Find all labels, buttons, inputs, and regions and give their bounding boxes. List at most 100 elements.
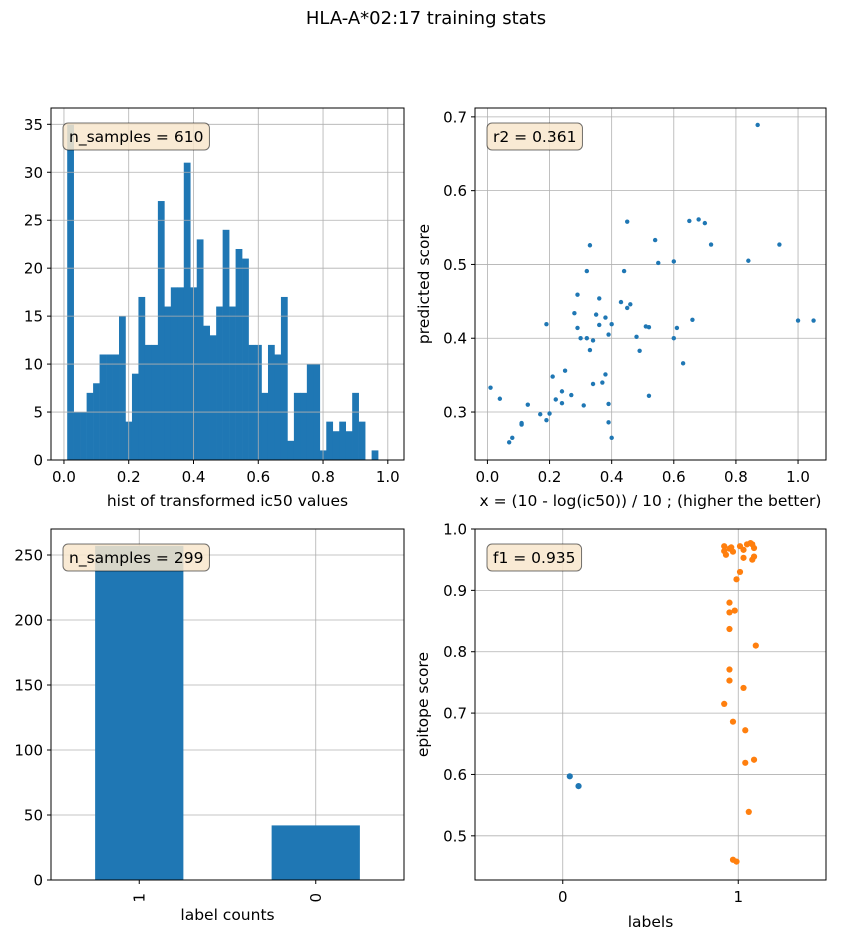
x-tick-label: 1.0 (376, 468, 400, 486)
y-tick-label: 0.6 (443, 182, 467, 200)
scatter-panel: 0.3 0.4 0.5 0.6 0.7 0.0 0.2 0.4 0.6 0.8 1.0 x = (10… (415, 107, 827, 510)
y-tick-label: 20 (24, 260, 43, 278)
scatter-point (547, 411, 552, 416)
x-tick-label: 0 (307, 893, 325, 903)
histogram-bar (203, 325, 210, 460)
strip-point (752, 642, 759, 649)
y-axis-label: epitope score (414, 652, 432, 757)
scatter-point (755, 122, 760, 128)
x-tick-label: 0.8 (311, 468, 335, 486)
histogram-bar (293, 392, 301, 460)
label-counts-panel: 0 50 100 150 200 250 1 0 label counts n_samples =… (14, 528, 405, 924)
strip-point (721, 543, 728, 550)
histogram-bar (287, 440, 295, 460)
scatter-point (603, 372, 608, 377)
histogram-bar (358, 421, 366, 460)
scatter-point (559, 400, 565, 406)
strip-point (722, 551, 730, 558)
scatter-point (603, 315, 608, 320)
scatter-point (593, 312, 599, 317)
scatter-point (795, 318, 801, 323)
histogram-bar (235, 248, 243, 460)
y-tick-label: 5 (33, 404, 43, 422)
strip-point (733, 858, 740, 865)
histogram-bar (131, 373, 139, 460)
scatter-point (538, 412, 543, 417)
scatter-point (618, 299, 624, 305)
y-tick-label: 15 (24, 308, 43, 326)
scatter-point (609, 435, 614, 441)
scatter-point (575, 292, 580, 297)
scatter-point (609, 322, 614, 327)
histogram-bar (345, 431, 353, 460)
scatter-point (634, 334, 639, 339)
strip-point (726, 666, 733, 673)
strip-point (726, 625, 733, 633)
annotation-text: n_samples = 610 (69, 128, 203, 147)
histogram-bar (229, 306, 236, 460)
y-tick-label: 150 (14, 677, 43, 695)
histogram-bar (106, 354, 113, 460)
scatter-point (646, 393, 652, 398)
y-tick-label: 0.7 (443, 108, 467, 126)
annotation-box (62, 122, 210, 151)
scatter-point (674, 325, 680, 331)
strip-point (750, 553, 758, 560)
scatter-point (587, 347, 593, 353)
scatter-point (708, 242, 714, 247)
y-tick-label: 0.5 (443, 827, 467, 845)
scatter-point (578, 336, 583, 341)
scatter-point (572, 310, 577, 316)
annotation-box (486, 122, 583, 151)
scatter-point (680, 361, 686, 366)
strip-point (733, 576, 740, 583)
y-tick-label: 10 (24, 356, 43, 374)
axes-frame (50, 528, 405, 881)
x-tick-label: 0.8 (724, 468, 748, 486)
scatter-point (671, 259, 676, 264)
scatter-point (646, 324, 652, 330)
strip-point (742, 759, 749, 766)
annotation-text: n_samples = 299 (69, 549, 203, 568)
histogram-bar (144, 344, 152, 460)
strip-point (740, 546, 747, 553)
y-tick-label: 0.6 (443, 766, 467, 784)
scatter-point (811, 318, 816, 323)
strip-point (726, 609, 733, 616)
scatter-point (544, 322, 549, 327)
histogram-bar (67, 124, 74, 460)
histogram-bar (80, 412, 87, 460)
histogram-bar (99, 354, 107, 460)
scatter-point (625, 219, 630, 224)
y-tick-label: 50 (24, 807, 43, 825)
scatter-point (544, 417, 549, 423)
y-tick-label: 0.4 (443, 330, 467, 348)
scatter-point (488, 385, 493, 390)
scatter-point (590, 381, 596, 387)
y-tick-label: 0.8 (443, 643, 467, 661)
y-tick-label: 250 (14, 547, 43, 565)
scatter-point (652, 237, 658, 243)
y-tick-label: 35 (24, 116, 43, 134)
scatter-point (519, 420, 524, 426)
axes-frame (50, 107, 405, 461)
scatter-point (597, 322, 602, 328)
axes-frame (474, 528, 827, 881)
histogram-bar (339, 421, 347, 460)
histogram-bar (248, 344, 256, 460)
histogram-bar (300, 392, 308, 460)
scatter-point (606, 401, 611, 407)
histogram-bar (138, 296, 146, 460)
strip-point (726, 599, 733, 606)
y-axis-label: predicted score (415, 224, 433, 344)
x-tick-label: 0.2 (538, 468, 562, 486)
strip-point (736, 568, 744, 576)
histogram-bar (216, 306, 223, 460)
scatter-point (628, 302, 633, 307)
histogram-bar (157, 201, 165, 461)
y-tick-label: 0.9 (443, 582, 467, 600)
y-tick-label: 0.5 (443, 256, 467, 274)
scatter-point (550, 374, 555, 379)
scatter-point (590, 338, 596, 343)
